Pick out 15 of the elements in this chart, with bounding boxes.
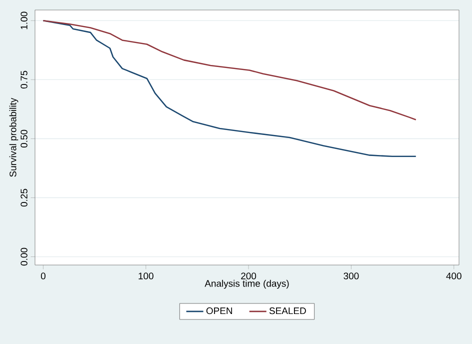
x-tick-label: 300 <box>344 272 359 280</box>
x-tick-label: 200 <box>241 272 256 280</box>
x-tick-label: 0 <box>40 272 46 280</box>
y-tick-label: 0.00 <box>20 248 28 266</box>
x-tick-label: 400 <box>446 272 462 280</box>
legend-label: OPEN <box>206 307 232 314</box>
y-tick-label: 1.00 <box>20 12 28 30</box>
x-axis-title: Analysis time (days) <box>204 280 289 289</box>
line-series <box>42 20 417 120</box>
y-axis-title: Survival probability <box>9 98 18 177</box>
y-tick-label: 0.25 <box>20 188 28 207</box>
x-tick-label: 100 <box>138 272 154 280</box>
y-tick-label: 0.50 <box>20 130 28 148</box>
y-tick-label: 0.75 <box>20 70 28 88</box>
legend-label: SEALED <box>269 307 306 314</box>
